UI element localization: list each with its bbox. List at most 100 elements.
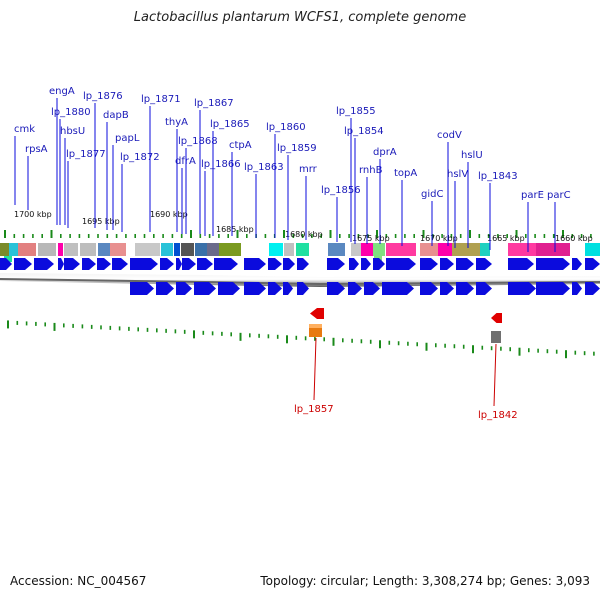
gene-arrow bbox=[476, 258, 492, 270]
cog-block bbox=[536, 243, 570, 256]
gene-label: lp_1859 bbox=[277, 143, 317, 154]
scale-label: 1685 kbp bbox=[216, 225, 254, 234]
cog-color-row bbox=[0, 243, 600, 262]
reverse-gene-label: lp_1857 bbox=[294, 404, 334, 415]
gene-label: dprA bbox=[373, 147, 397, 158]
gene-arrow bbox=[82, 258, 96, 270]
genome-summary-text: Topology: circular; Length: 3,308,274 bp… bbox=[260, 574, 590, 588]
bottom-gene-arrows bbox=[130, 282, 600, 295]
gene-arrow bbox=[297, 258, 309, 270]
gene-label: parE bbox=[521, 190, 544, 201]
gene-arrow bbox=[585, 258, 600, 270]
cog-block bbox=[18, 243, 36, 256]
cog-block bbox=[438, 243, 452, 256]
cog-block bbox=[351, 243, 361, 256]
cog-block bbox=[9, 243, 18, 256]
gene-label: hslU bbox=[461, 150, 483, 161]
cog-block bbox=[296, 243, 309, 256]
scale-label: 1660 kbp bbox=[555, 234, 593, 243]
gene-arrow bbox=[194, 282, 216, 295]
cog-block bbox=[195, 243, 207, 256]
gene-arrow bbox=[536, 258, 570, 270]
gene-label: lp_1871 bbox=[141, 94, 181, 105]
gene-label: dapB bbox=[103, 110, 129, 121]
scale-label: 1665 kbp bbox=[487, 234, 525, 243]
cog-block bbox=[80, 243, 96, 256]
gene-label: engA bbox=[49, 86, 75, 97]
cog-block bbox=[207, 243, 219, 256]
cog-block bbox=[161, 243, 173, 256]
gene-label: papL bbox=[115, 133, 140, 144]
gene-label: lp_1855 bbox=[336, 106, 376, 117]
cog-block bbox=[38, 243, 56, 256]
reverse-strand-genes bbox=[309, 308, 502, 343]
gene-arrow bbox=[297, 282, 309, 295]
gene-arrow bbox=[160, 258, 174, 270]
cog-block bbox=[58, 243, 63, 256]
gene-label: gidC bbox=[421, 189, 443, 200]
gene-label: hbsU bbox=[60, 126, 85, 137]
gene-label: hslV bbox=[447, 169, 468, 180]
cog-block bbox=[452, 243, 480, 256]
cog-block bbox=[508, 243, 536, 256]
gene-arrow bbox=[361, 258, 371, 270]
gene-label: lp_1866 bbox=[201, 159, 241, 170]
gene-arrow bbox=[456, 282, 474, 295]
gene-label: mrr bbox=[299, 164, 318, 175]
cog-block bbox=[420, 243, 438, 256]
gene-label: lp_1843 bbox=[478, 171, 518, 182]
gene-label: cmk bbox=[14, 124, 35, 135]
gene-arrow bbox=[97, 258, 111, 270]
forward-gene-arrows bbox=[0, 258, 600, 270]
reverse-gene-label: lp_1842 bbox=[478, 410, 518, 421]
gene-label: ctpA bbox=[229, 140, 252, 151]
reverse-gene-arrow bbox=[310, 308, 324, 319]
cog-block bbox=[110, 243, 126, 256]
gene-label: rpsA bbox=[25, 144, 48, 155]
gene-arrow bbox=[327, 282, 345, 295]
cog-block bbox=[361, 243, 373, 256]
gene-label: lp_1868 bbox=[178, 136, 218, 147]
gene-arrow bbox=[112, 258, 128, 270]
gene-arrow bbox=[373, 258, 385, 270]
cog-block bbox=[328, 243, 345, 256]
cog-block bbox=[174, 243, 180, 256]
gene-label: lp_1856 bbox=[321, 185, 361, 196]
cog-block bbox=[98, 243, 110, 256]
gene-arrow bbox=[176, 258, 182, 270]
gene-label: codV bbox=[437, 130, 462, 141]
gene-arrow bbox=[268, 282, 282, 295]
gene-label: thyA bbox=[165, 117, 188, 128]
gene-arrow bbox=[585, 282, 600, 295]
gene-label: lp_1872 bbox=[120, 152, 160, 163]
gene-arrow bbox=[508, 258, 534, 270]
cog-block bbox=[386, 243, 416, 256]
gene-arrow bbox=[536, 282, 570, 295]
gene-arrow bbox=[476, 282, 492, 295]
gene-arrow bbox=[182, 258, 196, 270]
gene-label: lp_1865 bbox=[210, 119, 250, 130]
gene-label: lp_1860 bbox=[266, 122, 306, 133]
cog-block bbox=[373, 243, 385, 256]
gene-arrow bbox=[572, 258, 582, 270]
scale-label: 1700 kbp bbox=[14, 210, 52, 219]
scale-label: 1680 kbp bbox=[285, 230, 323, 239]
gene-arrow bbox=[218, 282, 240, 295]
scale-labels: 1700 kbp 1695 kbp 1690 kbp 1685 kbp 1680 kbp… bbox=[14, 210, 593, 243]
gene-arrow bbox=[64, 258, 80, 270]
gene-arrow bbox=[348, 282, 362, 295]
gene-arrow bbox=[420, 282, 438, 295]
gene-label: rnhB bbox=[359, 165, 383, 176]
gene-arrow bbox=[420, 258, 438, 270]
gene-label: dfrA bbox=[175, 156, 196, 167]
gene-label: lp_1880 bbox=[51, 107, 91, 118]
gene-arrow bbox=[0, 258, 12, 270]
gene-arrow bbox=[283, 258, 295, 270]
cog-block bbox=[284, 243, 294, 256]
scale-label: 1690 kbp bbox=[150, 210, 188, 219]
gene-arrow bbox=[386, 258, 416, 270]
gene-label: lp_1877 bbox=[66, 149, 106, 160]
gene-arrow bbox=[349, 258, 359, 270]
gene-arrow bbox=[130, 282, 154, 295]
